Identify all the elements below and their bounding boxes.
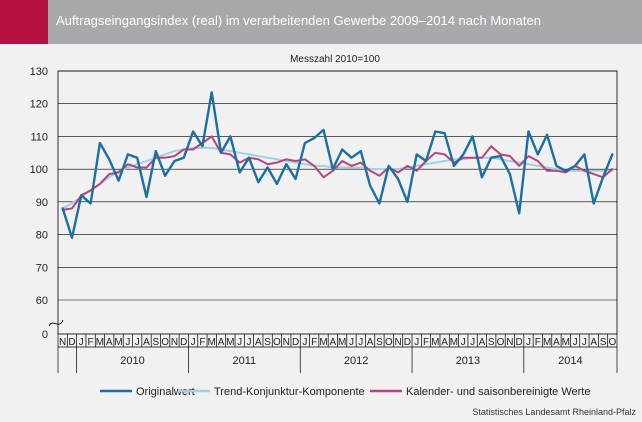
x-tick-label: M bbox=[96, 337, 104, 348]
x-tick-label: J bbox=[191, 337, 196, 348]
x-tick-label: S bbox=[152, 337, 159, 348]
x-tick-label: S bbox=[264, 337, 271, 348]
x-tick-label: J bbox=[470, 337, 475, 348]
year-label: 2014 bbox=[558, 355, 582, 367]
x-tick-label: A bbox=[106, 337, 113, 348]
x-tick-label: N bbox=[59, 337, 66, 348]
x-tick-label: J bbox=[246, 337, 251, 348]
x-tick-label: D bbox=[404, 337, 411, 348]
source-note: Statistisches Landesamt Rheinland-Pfalz bbox=[472, 407, 636, 417]
x-tick-label: M bbox=[431, 337, 439, 348]
year-label: 2010 bbox=[120, 355, 144, 367]
x-tick-label: F bbox=[199, 337, 205, 348]
x-tick-label: N bbox=[394, 337, 401, 348]
x-tick-label: M bbox=[226, 337, 234, 348]
x-tick-label: D bbox=[292, 337, 299, 348]
x-tick-label: J bbox=[461, 337, 466, 348]
x-tick-label: O bbox=[161, 337, 169, 348]
x-tick-label: A bbox=[143, 337, 150, 348]
x-tick-label: J bbox=[526, 337, 531, 348]
x-tick-label: J bbox=[302, 337, 307, 348]
x-tick-label: F bbox=[423, 337, 429, 348]
x-tick-label: O bbox=[385, 337, 393, 348]
x-tick-label: M bbox=[543, 337, 551, 348]
x-tick-label: J bbox=[414, 337, 419, 348]
x-tick-label: A bbox=[441, 337, 448, 348]
plot-area-border bbox=[57, 70, 618, 335]
x-tick-label: J bbox=[79, 337, 84, 348]
x-tick-label: M bbox=[114, 337, 122, 348]
x-tick-label: J bbox=[237, 337, 242, 348]
x-tick-label: M bbox=[319, 337, 327, 348]
x-tick-label: A bbox=[553, 337, 560, 348]
x-tick-label: J bbox=[125, 337, 130, 348]
x-tick-label: D bbox=[68, 337, 75, 348]
x-tick-label: D bbox=[516, 337, 523, 348]
x-tick-label: N bbox=[506, 337, 513, 348]
y-tick-label: 90 bbox=[36, 197, 48, 209]
x-tick-label: A bbox=[367, 337, 374, 348]
x-tick-label: F bbox=[88, 337, 94, 348]
y-tick-label: 110 bbox=[30, 131, 48, 143]
x-tick-label: F bbox=[311, 337, 317, 348]
x-tick-label: M bbox=[208, 337, 216, 348]
legend-label-0: Originalwert bbox=[136, 386, 195, 398]
x-tick-label: A bbox=[479, 337, 486, 348]
axis-break-icon bbox=[48, 319, 64, 327]
year-label: 2011 bbox=[233, 355, 257, 367]
y-tick-label: 100 bbox=[30, 164, 48, 176]
x-tick-label: D bbox=[180, 337, 187, 348]
x-tick-label: M bbox=[338, 337, 346, 348]
x-tick-label: N bbox=[171, 337, 178, 348]
x-tick-label: J bbox=[135, 337, 140, 348]
y-tick-label: 120 bbox=[30, 99, 48, 111]
chart-title: Auftragseingangsindex (real) im verarbei… bbox=[56, 13, 541, 28]
x-tick-label: J bbox=[573, 337, 578, 348]
x-tick-label: M bbox=[450, 337, 458, 348]
x-tick-label: A bbox=[218, 337, 225, 348]
title-bar bbox=[0, 0, 642, 44]
x-tick-label: S bbox=[488, 337, 495, 348]
x-tick-label: F bbox=[535, 337, 541, 348]
legend-label-1: Trend-Konjunktur-Komponente bbox=[214, 386, 365, 398]
x-tick-label: O bbox=[497, 337, 505, 348]
y-tick-label: 80 bbox=[36, 230, 48, 242]
y-tick-label: 130 bbox=[30, 66, 48, 78]
x-tick-label: S bbox=[600, 337, 607, 348]
x-tick-label: O bbox=[608, 337, 616, 348]
x-tick-label: A bbox=[255, 337, 262, 348]
series-line-2 bbox=[61, 135, 614, 211]
y-tick-label: 70 bbox=[36, 262, 48, 274]
x-tick-label: O bbox=[273, 337, 281, 348]
x-tick-label: N bbox=[283, 337, 290, 348]
x-tick-label: A bbox=[330, 337, 337, 348]
plot-background bbox=[0, 44, 642, 422]
x-tick-label: M bbox=[562, 337, 570, 348]
title-accent bbox=[0, 0, 48, 44]
x-tick-label: A bbox=[590, 337, 597, 348]
x-tick-label: J bbox=[582, 337, 587, 348]
year-label: 2012 bbox=[344, 355, 368, 367]
x-tick-label: J bbox=[358, 337, 363, 348]
series-line-0 bbox=[61, 91, 614, 240]
y-tick-label: 60 bbox=[36, 295, 48, 307]
year-label: 2013 bbox=[456, 355, 480, 367]
chart-subtitle: Messzahl 2010=100 bbox=[290, 54, 380, 65]
y-tick-label: 0 bbox=[42, 329, 48, 341]
x-tick-label: S bbox=[376, 337, 383, 348]
legend-label-2: Kalender- und saisonbereinigte Werte bbox=[406, 386, 590, 398]
x-tick-label: J bbox=[349, 337, 354, 348]
